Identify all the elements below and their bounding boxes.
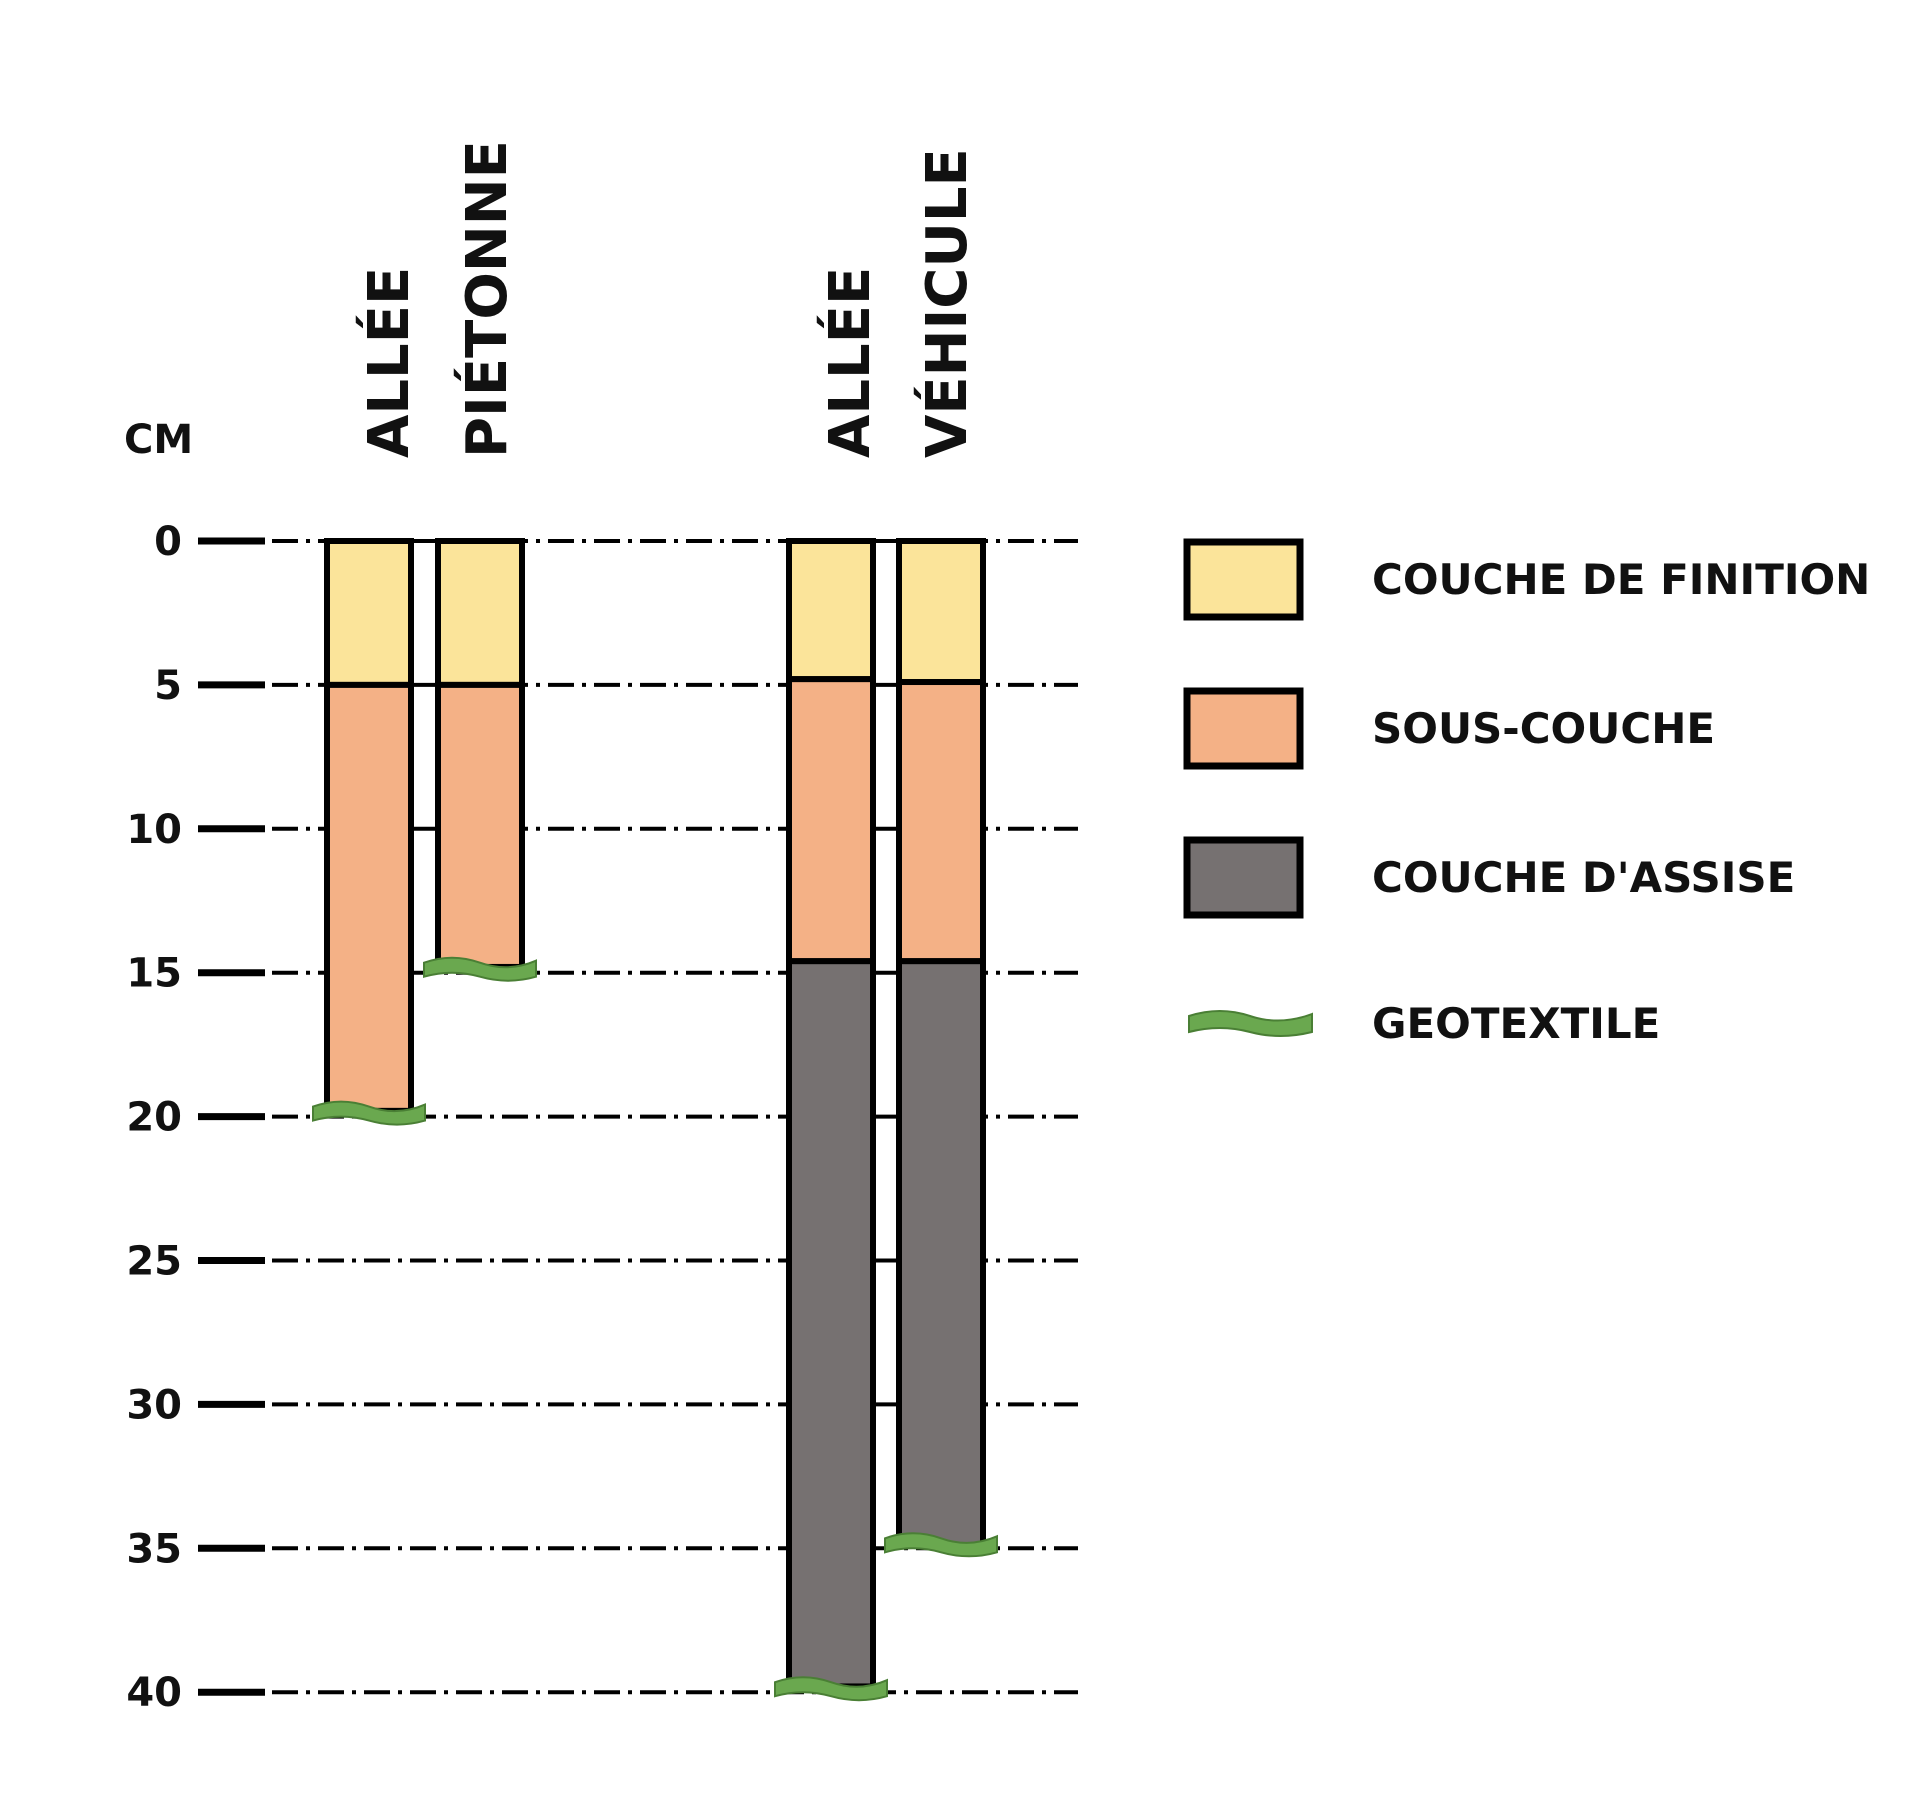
layer-segment-assise [896, 958, 986, 1549]
layer-segment-sous-couche [786, 676, 876, 965]
layer-bar [774, 538, 888, 1702]
tick-label: 25 [126, 1239, 182, 1285]
legend-item-finition: COUCHE DE FINITION [1183, 538, 1870, 621]
layer-bar [423, 538, 537, 982]
legend-swatch [1183, 836, 1304, 919]
tick-label: 30 [126, 1382, 182, 1428]
tick-label: 40 [126, 1670, 182, 1716]
legend-swatch [1183, 687, 1304, 770]
geotextile-mark [774, 1676, 888, 1702]
geotextile-mark [312, 1100, 426, 1126]
legend-label: GEOTEXTILE [1372, 999, 1660, 1048]
legend-label: COUCHE DE FINITION [1372, 555, 1870, 604]
column-label-line1: ALLÉE [356, 267, 422, 458]
legend-label: SOUS-COUCHE [1372, 704, 1715, 753]
column-label-line2: PIÉTONNE [454, 140, 520, 458]
geotextile-mark [884, 1532, 998, 1558]
layer-segment-sous-couche [896, 679, 986, 965]
geotextile-mark [423, 956, 537, 982]
column-label-line1: ALLÉE [817, 267, 883, 458]
legend-item-geotextile: GEOTEXTILE [1188, 999, 1660, 1048]
unit-label: CM [124, 417, 193, 463]
layer-segment-sous-couche [324, 681, 414, 1114]
legend-swatch [1183, 538, 1304, 621]
layer-segment-assise [786, 958, 876, 1690]
layer-bar [312, 538, 426, 1126]
layer-segment-finition [786, 538, 876, 683]
layer-segment-finition [896, 538, 986, 686]
tick-label: 10 [126, 807, 182, 853]
layer-bar [884, 538, 998, 1558]
tick-label: 15 [126, 951, 182, 997]
tick-label: 20 [126, 1095, 182, 1141]
layer-segment-finition [324, 538, 414, 688]
tick-label: 35 [126, 1526, 182, 1572]
legend-swatch [1188, 1010, 1313, 1037]
column-label-line2: VÉHICULE [914, 148, 980, 458]
depth-scale: 0 5 10 15 20 25 30 35 40 [126, 519, 1078, 1716]
tick-label: 0 [154, 519, 182, 565]
legend-label: COUCHE D'ASSISE [1372, 853, 1795, 902]
layer-segment-finition [435, 538, 525, 688]
legend-item-assise: COUCHE D'ASSISE [1183, 836, 1795, 919]
legend: COUCHE DE FINITION SOUS-COUCHE COUCHE D'AS… [1183, 538, 1870, 1048]
legend-item-sous-couche: SOUS-COUCHE [1183, 687, 1715, 770]
column-label-allee-pietonne: ALLÉE PIÉTONNE [356, 140, 520, 458]
column-label-allee-vehicule: ALLÉE VÉHICULE [817, 148, 980, 458]
layer-segment-sous-couche [435, 681, 525, 970]
tick-label: 5 [154, 663, 182, 709]
layer-bars [312, 538, 998, 1702]
